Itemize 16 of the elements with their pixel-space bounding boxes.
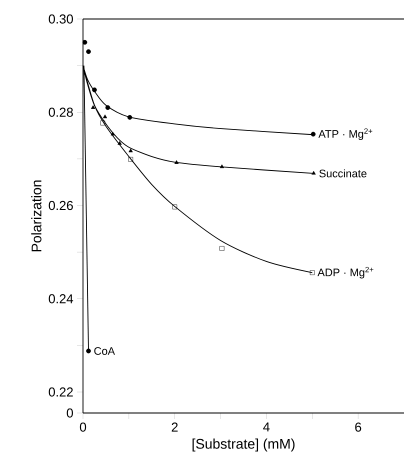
series-label: ADP · Mg$^{2+}$ (318, 266, 374, 278)
x-tick-label: 6 (355, 422, 362, 432)
y-tick-label: 0.30 (48, 14, 73, 24)
x-axis-title: [Substrate] (mM) (192, 438, 295, 452)
x-tick-label: 2 (172, 422, 178, 432)
y-tick-label: 0.26 (48, 200, 73, 210)
y-tick-label: 0.28 (48, 108, 73, 117)
series-label: Succinate (319, 169, 366, 178)
x-tick-label: 0 (80, 422, 86, 432)
y-tick-label: 0.22 (48, 387, 73, 397)
y-tick-label: 0 (66, 408, 73, 418)
x-tick-label: 4 (263, 422, 270, 432)
series-label: ATP · Mg$^{2+}$ (318, 128, 372, 140)
series-label: CoA (94, 347, 115, 355)
y-axis-title: Polarization (31, 180, 42, 252)
y-tick-label: 0.24 (48, 294, 74, 304)
